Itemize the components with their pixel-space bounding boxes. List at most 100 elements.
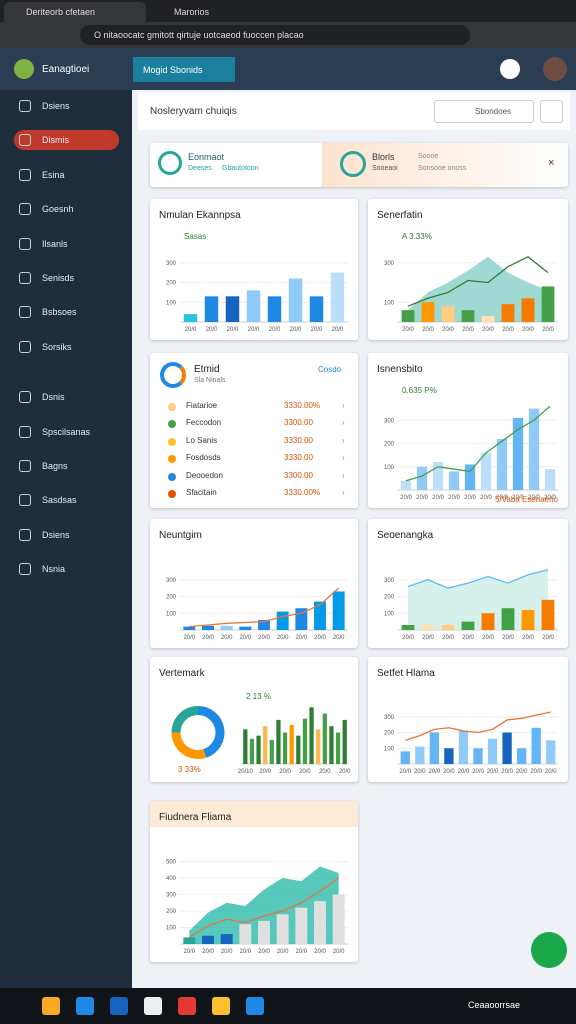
x-tick-label: 20/0 — [290, 327, 302, 333]
bar — [400, 751, 410, 764]
row-value: 3330.00 — [284, 453, 313, 463]
bar — [330, 272, 345, 322]
tab[interactable]: Deriteorb cfetaen — [4, 2, 146, 22]
card: Fiudnera Fliama 100 200 300 400 500 20/0 20/0 20… — [150, 801, 358, 962]
bar — [416, 466, 428, 490]
x-tick-label: 20/0 — [206, 327, 218, 333]
bar — [429, 732, 440, 764]
bar — [461, 621, 475, 630]
x-tick-label: 20/0 — [414, 769, 426, 775]
row-value: 3330.00 — [284, 435, 313, 445]
line — [405, 405, 551, 482]
task-icon[interactable] — [76, 997, 94, 1015]
nav-item[interactable]: Sorsiks — [14, 337, 119, 357]
task-icon[interactable] — [144, 997, 162, 1015]
nav-item[interactable]: Senisds — [14, 268, 119, 288]
x-tick-label: 20/0 — [496, 495, 508, 501]
app-tab[interactable]: Mogid Sbonids — [133, 57, 235, 82]
nav-item[interactable]: Dsiens — [14, 525, 119, 545]
task-icon[interactable] — [212, 997, 230, 1015]
bar — [258, 920, 270, 944]
x-tick-label: 20/0 — [314, 635, 326, 641]
banner-sub: Sooeaoi — [372, 165, 398, 172]
line — [407, 569, 549, 589]
nav-item[interactable]: Bsbsoes — [14, 302, 119, 322]
nav-item[interactable]: Nsnia — [14, 559, 119, 579]
y-tick-label: 200 — [384, 442, 395, 448]
x-tick-label: 20/0 — [416, 495, 428, 501]
x-tick-label: 20/0 — [458, 769, 470, 775]
y-tick-label: 400 — [166, 876, 177, 882]
banner-tag: Gbautotoon — [222, 165, 259, 172]
link[interactable]: Cosdo — [318, 365, 342, 374]
x-tick-label: 20/0 — [402, 635, 414, 641]
donut-slice — [197, 706, 225, 758]
x-tick-label: 20/0 — [277, 635, 289, 641]
nav-item[interactable]: Dismis — [14, 130, 119, 151]
fab[interactable] — [531, 932, 567, 968]
x-tick-label: 20/0 — [442, 327, 454, 333]
nav-item[interactable]: Bagns — [14, 456, 119, 476]
icon[interactable] — [500, 59, 520, 79]
row-arrow: › — [342, 435, 345, 445]
url[interactable]: O nitaoocatc gmitott qirtuje uotcaeod fu… — [80, 25, 470, 45]
avatar[interactable] — [14, 59, 34, 79]
x-tick-label: 20/0 — [295, 949, 307, 955]
chart: 100 200 300 20/0 20/0 20/0 20/0 20/0 20/0 20/0 20/… — [384, 386, 559, 504]
card-title: Seoenangka — [377, 530, 434, 541]
task-icon[interactable] — [42, 997, 60, 1015]
y-tick-label: 300 — [384, 715, 395, 721]
card-header — [150, 801, 358, 827]
row-arrow: › — [342, 453, 345, 463]
bar — [296, 735, 301, 764]
search-button[interactable] — [540, 100, 563, 123]
y-tick-label: 100 — [166, 926, 177, 932]
profile[interactable] — [543, 57, 567, 81]
x-tick-label: 20/0 — [258, 635, 270, 641]
x-tick-label: 20/0 — [542, 635, 554, 641]
bar — [415, 746, 425, 764]
bar — [288, 278, 303, 322]
tab[interactable]: Marorios — [174, 7, 210, 17]
annotation: 2 13 % — [246, 692, 271, 701]
row-arrow: › — [342, 418, 345, 428]
close[interactable]: × — [548, 157, 555, 169]
y-tick-label: 300 — [166, 893, 177, 899]
bar — [541, 286, 555, 322]
bar — [502, 732, 512, 764]
search[interactable]: Sbondoes — [434, 100, 534, 123]
y-tick-label: 300 — [166, 578, 177, 584]
nav-item[interactable]: Esina — [14, 165, 119, 185]
bar — [243, 729, 248, 764]
y-tick-label: 200 — [166, 281, 177, 287]
bar — [480, 452, 492, 490]
nav-item[interactable]: Dsnis — [14, 387, 119, 407]
x-tick-label: 20/0 — [512, 495, 524, 501]
nav-item[interactable]: Goesnh — [14, 199, 119, 219]
x-tick-label: 20/0 — [239, 635, 251, 641]
x-tick-label: 20/0 — [443, 769, 455, 775]
app-name: Eanagtioei — [42, 64, 90, 75]
bar — [295, 907, 308, 944]
task-icon[interactable] — [246, 997, 264, 1015]
banner: Eonmaot Deeses Gbautotoon Blorls Sooeaoi… — [150, 143, 568, 187]
bar — [481, 316, 495, 322]
donut-slice — [171, 706, 199, 733]
y-tick-label: 200 — [384, 731, 395, 737]
task-icon[interactable] — [110, 997, 128, 1015]
ring — [160, 362, 186, 388]
row-name: Deooedon — [186, 470, 223, 480]
x-tick-label: 20/0 — [399, 769, 411, 775]
y-tick-label: 100 — [384, 746, 395, 752]
task-icon[interactable] — [178, 997, 196, 1015]
x-tick-label: 20/0 — [299, 769, 311, 775]
y-tick-label: 100 — [384, 465, 395, 471]
x-tick-label: 20/0 — [522, 635, 534, 641]
nav-item[interactable]: Sasdsas — [14, 490, 119, 510]
nav-item[interactable]: Dsiens — [14, 96, 119, 116]
nav-item[interactable]: Ilsanls — [14, 234, 119, 254]
bar — [316, 729, 321, 764]
nav-item[interactable]: Spscilsanas — [14, 422, 119, 442]
bar — [444, 748, 454, 764]
x-tick-label: 20/0 — [482, 635, 494, 641]
